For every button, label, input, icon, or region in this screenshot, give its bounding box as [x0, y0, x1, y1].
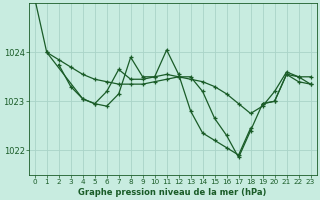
X-axis label: Graphe pression niveau de la mer (hPa): Graphe pression niveau de la mer (hPa): [78, 188, 267, 197]
